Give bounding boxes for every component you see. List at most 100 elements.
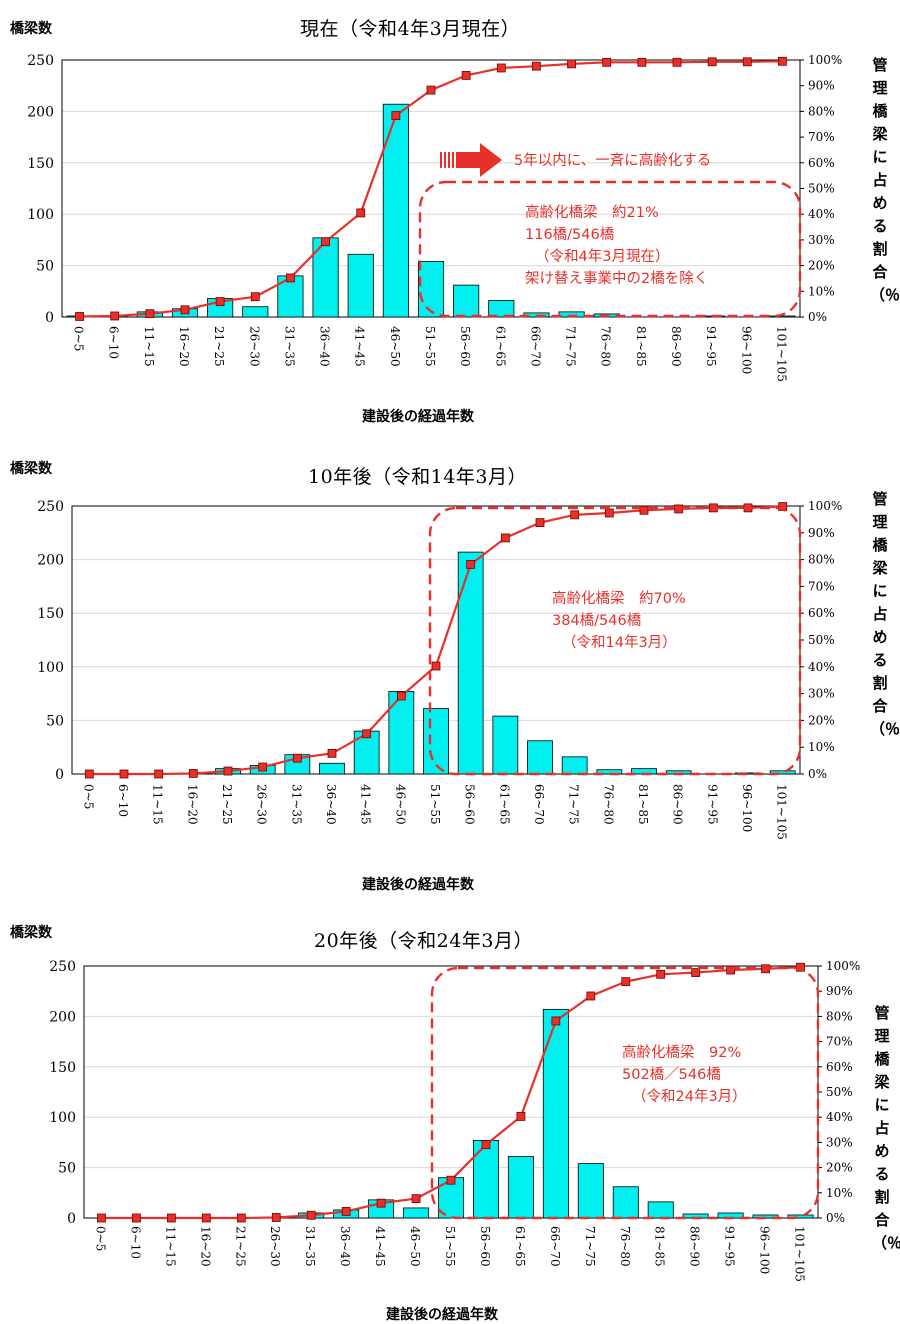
line-point	[258, 762, 268, 772]
box-line: 高齢化橋梁 約21%	[525, 205, 659, 221]
x-tick-label: 91~95	[723, 1226, 737, 1267]
arrow-icon	[456, 143, 502, 177]
line-point	[778, 56, 787, 66]
y-tick-label: 150	[27, 156, 54, 172]
arrow-annotation: 5年以内に、一斉に高齢化する	[514, 153, 712, 169]
box-line: （令和4年3月現在）	[535, 249, 670, 265]
bar	[492, 715, 519, 775]
arrow-stripe	[440, 152, 442, 168]
x-tick-label: 11~15	[151, 784, 165, 825]
chart-title: 現在（令和4年3月現在）	[300, 18, 521, 40]
bar	[769, 315, 796, 318]
x-tick-label: 41~45	[353, 326, 367, 367]
line-point	[75, 312, 84, 321]
line-point	[166, 1213, 176, 1223]
y2-tick-label: 20%	[808, 713, 835, 727]
line-point	[250, 292, 260, 302]
x-tick-label: 21~25	[212, 326, 226, 367]
line-point	[292, 753, 302, 763]
line-point	[535, 518, 545, 528]
y-tick-label: 100	[37, 660, 64, 676]
x-tick-label: 81~85	[653, 1226, 667, 1267]
y-tick-label: 100	[27, 207, 54, 223]
x-tick-label: 56~60	[478, 1226, 492, 1267]
y2-axis-label: 管理橋梁に占める割合（％）	[870, 490, 900, 738]
y2-tick-label: 60%	[808, 606, 835, 620]
y-axis-label: 橋梁数	[10, 925, 52, 941]
x-tick-label: 0~5	[72, 326, 86, 351]
y-tick-label: 50	[36, 259, 54, 275]
x-tick-label: 71~75	[567, 784, 581, 825]
line-point	[180, 305, 190, 315]
y-tick-label: 150	[49, 1060, 76, 1076]
x-axis-label: 建設後の経過年数	[386, 1307, 498, 1323]
line-point	[604, 508, 614, 518]
line-point	[672, 57, 682, 67]
chart-svg: 0 50 100 150 200 250 0% 10% 20% 30% 40% 50% 60% 70% 80…	[49, 959, 860, 1282]
x-tick-label: 46~50	[408, 1226, 422, 1267]
x-tick-label: 76~80	[599, 326, 613, 367]
x-tick-label: 31~35	[282, 326, 296, 367]
bar	[423, 708, 449, 775]
chart-panel-10-years: 橋梁数 10年後（令和14年3月） 0 50 100 150 200 250 0% 10% 20…	[0, 446, 900, 893]
line-point	[391, 111, 401, 120]
line-point	[431, 661, 441, 671]
chart-panel-20-years: 橋梁数 20年後（令和24年3月） 0 50 100 150 200 250 0% 10% 20…	[0, 908, 900, 1324]
aging-box	[428, 506, 802, 776]
x-tick-label: 81~85	[636, 784, 650, 825]
line-point	[286, 273, 295, 283]
line-point	[132, 1213, 141, 1223]
line-point	[726, 965, 736, 975]
bar	[527, 740, 553, 775]
x-tick-label: 96~100	[740, 784, 754, 832]
y2-tick-label: 20%	[826, 1161, 853, 1175]
line-point	[223, 766, 233, 776]
x-tick-label: 46~50	[393, 784, 407, 825]
y2-tick-label: 30%	[826, 1135, 853, 1149]
x-tick-label: 41~45	[373, 1226, 387, 1267]
x-tick-label: 26~30	[255, 784, 269, 825]
bar	[787, 1214, 814, 1219]
y2-tick-label: 10%	[808, 740, 835, 754]
x-tick-label: 21~25	[233, 1226, 247, 1267]
x-tick-label: 51~55	[443, 1226, 457, 1267]
y2-tick-label: 100%	[826, 959, 860, 973]
aging-box	[418, 180, 802, 318]
y2-tick-label: 70%	[826, 1035, 853, 1049]
x-tick-label: 0~5	[81, 784, 95, 809]
y2-tick-label: 80%	[808, 104, 835, 118]
bar	[472, 1139, 499, 1219]
x-tick-label: 21~25	[220, 784, 234, 825]
x-tick-label: 81~85	[634, 326, 648, 367]
x-tick-label: 26~30	[247, 326, 261, 367]
line-point	[119, 769, 129, 779]
bar	[388, 691, 415, 775]
bar	[647, 1201, 674, 1219]
x-tick-label: 36~40	[338, 1226, 352, 1267]
x-tick-label: 16~20	[177, 326, 191, 367]
line-point	[215, 297, 225, 306]
x-tick-label: 71~75	[564, 326, 578, 367]
bar	[577, 1163, 604, 1219]
bar	[347, 253, 374, 318]
chart-svg: 0 50 100 150 200 250 0% 10% 20% 30% 40% 50% 60% 70% 80…	[27, 53, 842, 382]
line-point	[236, 1213, 246, 1223]
line-point	[376, 1198, 386, 1208]
aging-box-text: 高齢化橋梁 約70% 384橋/546橋 （令和14年3月）	[552, 588, 686, 654]
line-point	[154, 769, 164, 779]
line-point	[145, 309, 155, 319]
x-tick-label: 76~80	[601, 784, 615, 825]
x-tick-label: 86~90	[688, 1226, 702, 1267]
line-point	[461, 71, 471, 80]
bar	[319, 762, 345, 775]
x-tick-label: 51~55	[428, 784, 442, 825]
x-tick-label: 96~100	[758, 1226, 772, 1274]
y2-tick-label: 100%	[808, 499, 842, 513]
x-tick-label: 11~15	[142, 326, 156, 367]
y-tick-label: 200	[37, 553, 64, 569]
y2-tick-label: 0%	[808, 310, 827, 324]
x-tick-label: 36~40	[318, 326, 332, 367]
box-line: 高齢化橋梁 92%	[622, 1045, 742, 1061]
line-point	[396, 691, 406, 701]
y2-tick-label: 60%	[808, 156, 835, 170]
